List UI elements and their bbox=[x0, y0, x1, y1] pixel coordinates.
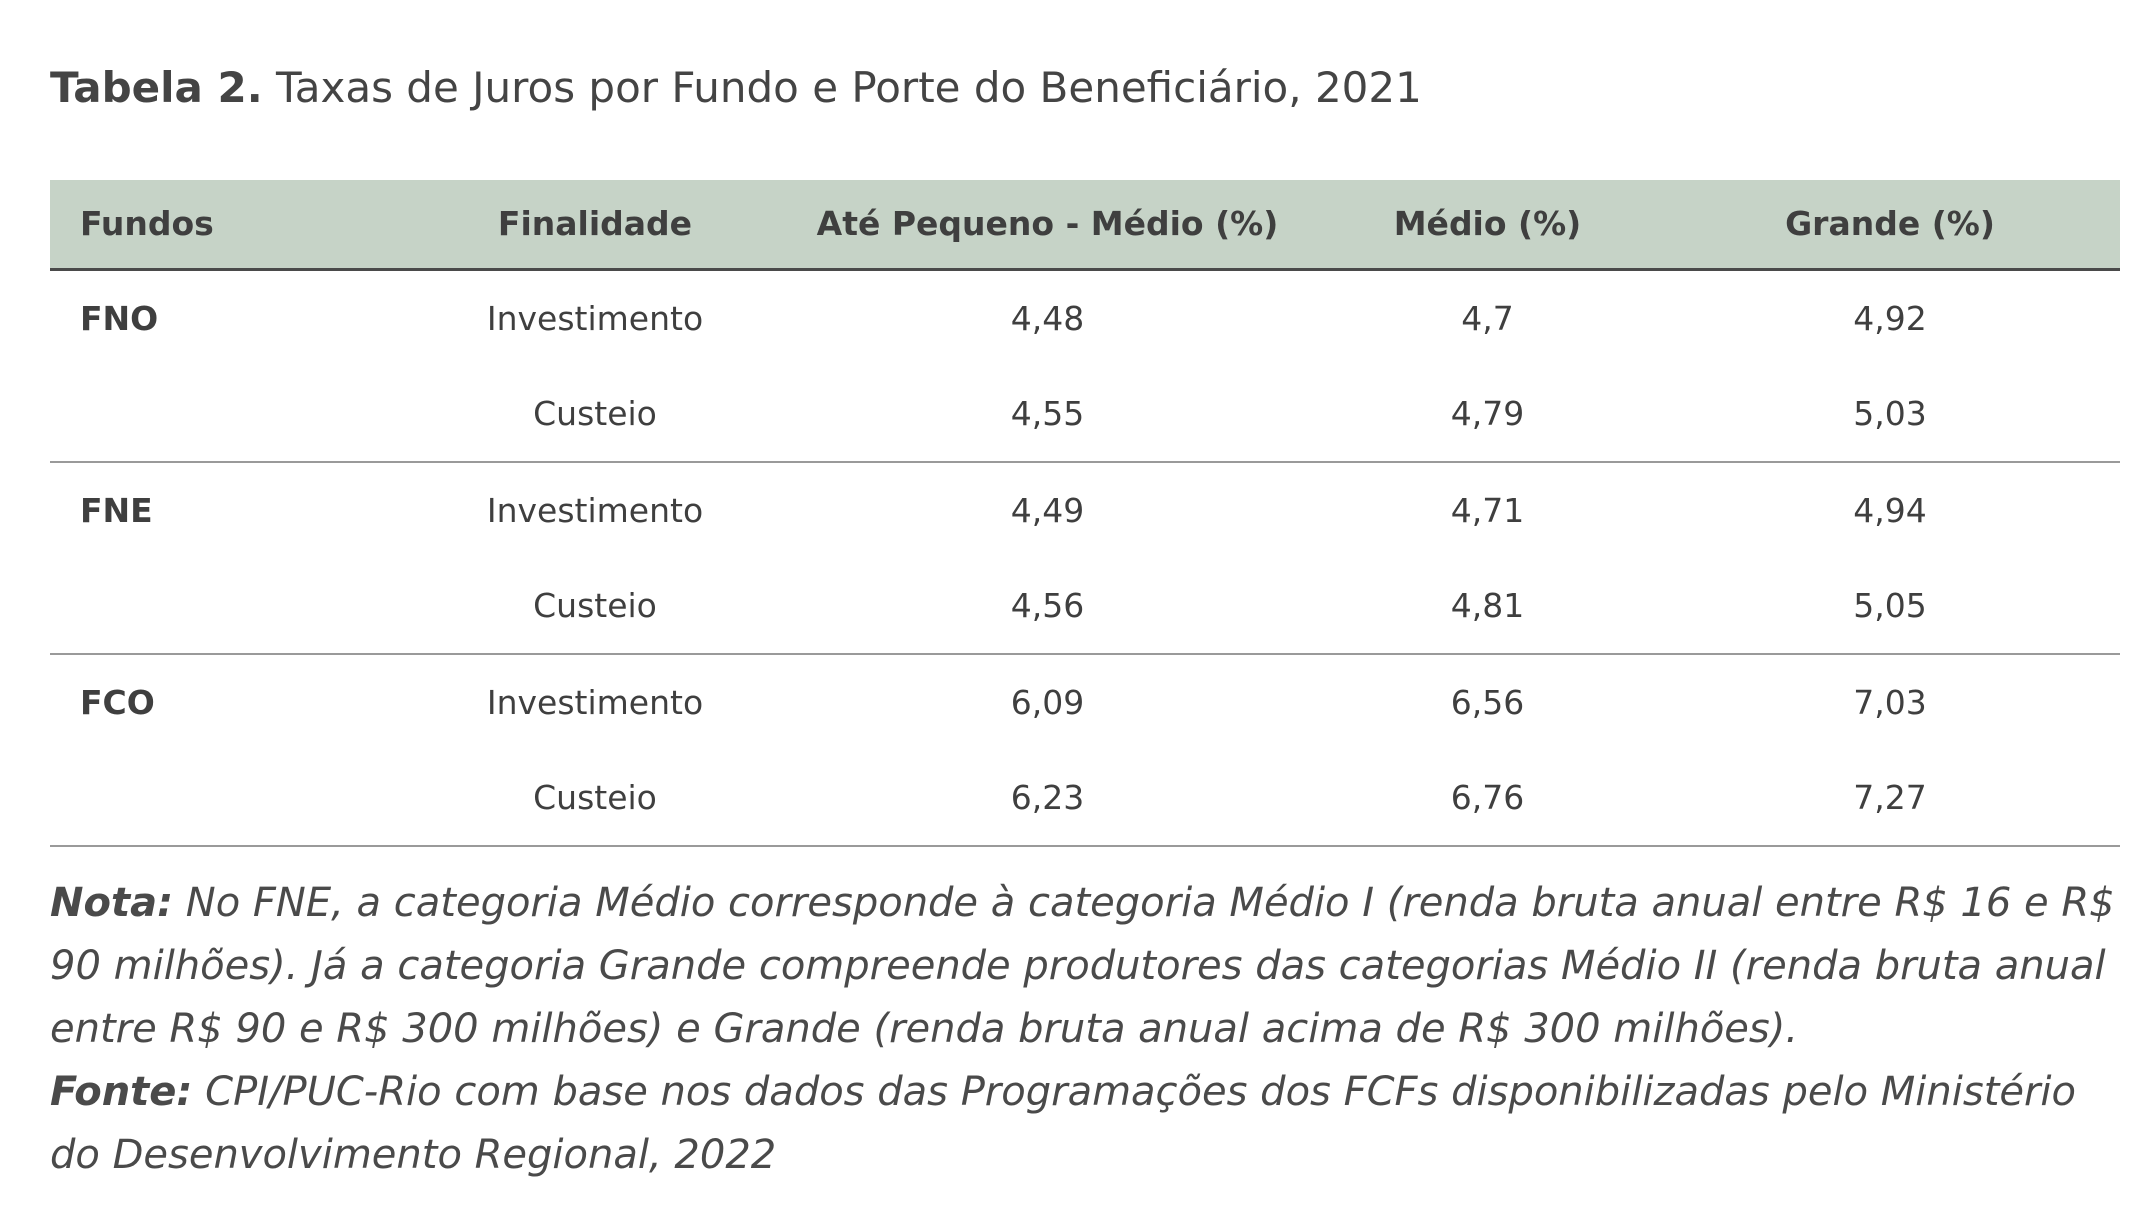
table-notes: Nota: No FNE, a categoria Médio correspo… bbox=[50, 872, 2130, 1187]
fonte-text: CPI/PUC-Rio com base nos dados das Progr… bbox=[50, 1069, 2077, 1178]
table-row: FNO Investimento 4,48 4,7 4,92 bbox=[50, 269, 2120, 366]
header-grande: Grande (%) bbox=[1660, 180, 2120, 271]
cell-fund: FNE bbox=[80, 490, 153, 530]
cell-large-rate: 7,27 bbox=[1660, 749, 2120, 847]
header-row: Fundos Finalidade Até Pequeno - Médio (%… bbox=[50, 180, 2120, 271]
cell-large-rate: 4,94 bbox=[1853, 490, 1927, 530]
table-row: Custeio 4,55 4,79 5,03 bbox=[50, 365, 2120, 463]
fonte-label: Fonte: bbox=[50, 1069, 193, 1115]
table-row: FNE Investimento 4,49 4,71 4,94 bbox=[50, 462, 2120, 558]
cell-fund bbox=[50, 365, 410, 463]
cell-purpose: Investimento bbox=[486, 298, 704, 338]
cell-medium-rate: 4,79 bbox=[1315, 365, 1660, 463]
cell-fund bbox=[50, 557, 410, 655]
cell-fund: FNO bbox=[80, 298, 159, 338]
table-row: Custeio 6,23 6,76 7,27 bbox=[50, 749, 2120, 847]
cell-purpose: Custeio bbox=[410, 365, 780, 463]
cell-large-rate: 4,92 bbox=[1853, 298, 1927, 338]
cell-small-medium-rate: 4,56 bbox=[780, 557, 1315, 655]
cell-fund bbox=[50, 749, 410, 847]
header-finalidade: Finalidade bbox=[410, 180, 780, 271]
cell-small-medium-rate: 4,55 bbox=[780, 365, 1315, 463]
source-paragraph: Fonte: CPI/PUC-Rio com base nos dados da… bbox=[50, 1061, 2130, 1187]
cell-medium-rate: 4,81 bbox=[1315, 557, 1660, 655]
cell-large-rate: 5,03 bbox=[1660, 365, 2120, 463]
cell-large-rate: 5,05 bbox=[1660, 557, 2120, 655]
table-row: FCO Investimento 6,09 6,56 7,03 bbox=[50, 654, 2120, 750]
note-paragraph: Nota: No FNE, a categoria Médio correspo… bbox=[50, 872, 2130, 1061]
cell-small-medium-rate: 4,49 bbox=[1010, 490, 1085, 530]
table-row: Custeio 4,56 4,81 5,05 bbox=[50, 557, 2120, 655]
nota-label: Nota: bbox=[50, 880, 174, 926]
cell-purpose: Custeio bbox=[410, 557, 780, 655]
table-header: Fundos Finalidade Até Pequeno - Médio (%… bbox=[50, 180, 2120, 271]
cell-purpose: Investimento bbox=[486, 490, 704, 530]
cell-small-medium-rate: 4,48 bbox=[1010, 298, 1085, 338]
header-ate-pequeno-medio: Até Pequeno - Médio (%) bbox=[780, 180, 1315, 271]
cell-small-medium-rate: 6,23 bbox=[780, 749, 1315, 847]
table-title: Tabela 2. Taxas de Juros por Fundo e Por… bbox=[50, 58, 1422, 118]
cell-medium-rate: 4,71 bbox=[1450, 490, 1525, 530]
header-medio: Médio (%) bbox=[1315, 180, 1660, 271]
table-title-text: Taxas de Juros por Fundo e Porte do Bene… bbox=[276, 63, 1422, 112]
cell-small-medium-rate: 6,09 bbox=[1010, 682, 1085, 722]
interest-rates-table: Fundos Finalidade Até Pequeno - Médio (%… bbox=[50, 180, 2120, 847]
cell-purpose: Investimento bbox=[486, 682, 704, 722]
cell-medium-rate: 6,56 bbox=[1450, 682, 1525, 722]
table-body: FNO Investimento 4,48 4,7 4,92 Custeio 4… bbox=[50, 269, 2120, 847]
cell-medium-rate: 6,76 bbox=[1315, 749, 1660, 847]
header-fundos: Fundos bbox=[50, 180, 410, 271]
nota-text: No FNE, a categoria Médio corresponde à … bbox=[50, 880, 2115, 1052]
cell-fund: FCO bbox=[80, 682, 155, 722]
cell-medium-rate: 4,7 bbox=[1461, 298, 1514, 338]
cell-purpose: Custeio bbox=[410, 749, 780, 847]
cell-large-rate: 7,03 bbox=[1853, 682, 1927, 722]
table-title-label: Tabela 2. bbox=[50, 63, 263, 112]
